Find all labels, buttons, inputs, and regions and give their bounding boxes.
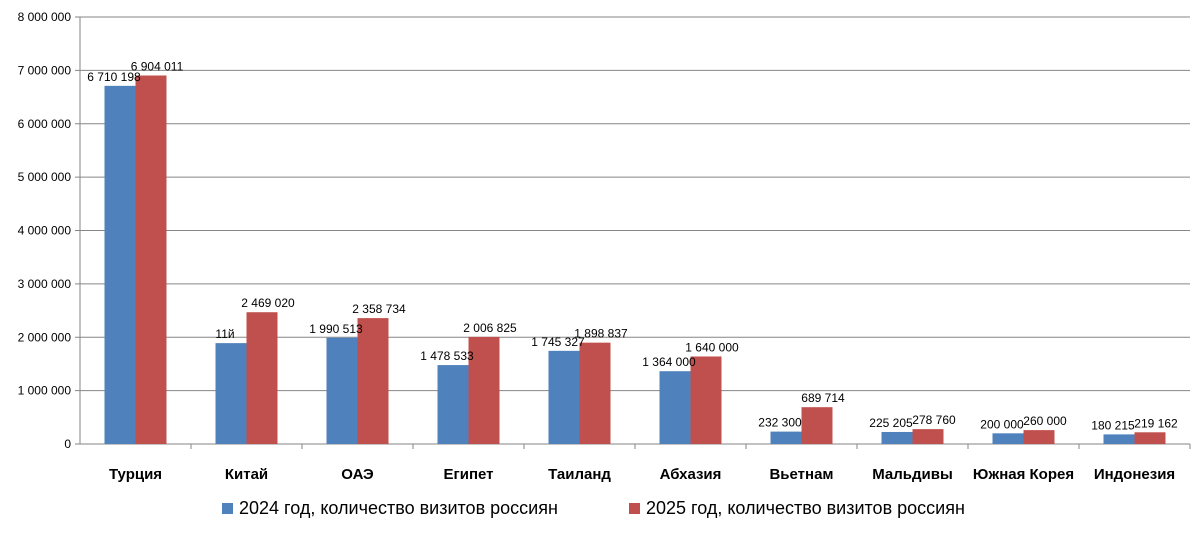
bar-2025 — [1134, 432, 1166, 444]
bar-2024 — [659, 371, 691, 444]
data-label: 1 898 837 — [574, 327, 628, 341]
y-tick-label: 6 000 000 — [18, 117, 72, 131]
data-label: 225 205 — [869, 416, 913, 430]
y-tick-label: 1 000 000 — [18, 384, 72, 398]
bar-2024 — [437, 365, 469, 444]
bar-2025 — [1023, 430, 1055, 444]
data-label: 1 364 000 — [642, 355, 696, 369]
data-label: 1 990 513 — [309, 322, 363, 336]
bar-2024 — [326, 337, 358, 444]
bar-2025 — [135, 75, 167, 444]
data-label: 689 714 — [801, 391, 845, 405]
data-label: 1 478 533 — [420, 349, 474, 363]
bar-2025 — [690, 356, 722, 444]
data-label: 2 006 825 — [463, 321, 517, 335]
bar-2024 — [548, 350, 580, 444]
x-tick-label: Китай — [225, 466, 268, 483]
data-label: 278 760 — [912, 413, 956, 427]
data-label: 232 300 — [758, 416, 802, 430]
x-tick-label: Индонезия — [1094, 466, 1175, 483]
x-tick-label: Мальдивы — [872, 466, 953, 483]
x-tick-label: Турция — [109, 466, 162, 483]
legend-swatch — [222, 503, 233, 514]
bar-2024 — [1103, 434, 1135, 444]
y-tick-label: 3 000 000 — [18, 277, 72, 291]
y-tick-label: 2 000 000 — [18, 330, 72, 344]
bar-2024 — [770, 431, 802, 444]
legend-label: 2025 год, количество визитов россиян — [646, 498, 965, 518]
y-tick-label: 5 000 000 — [18, 170, 72, 184]
x-tick-label: Южная Корея — [973, 466, 1074, 483]
bar-2025 — [579, 342, 611, 444]
x-tick-label: Таиланд — [548, 466, 611, 483]
bar-2024 — [992, 433, 1024, 444]
data-label: 2 469 020 — [241, 296, 295, 310]
legend: 2024 год, количество визитов россиян 2025… — [222, 498, 965, 518]
x-tick-label: Вьетнам — [769, 466, 833, 483]
legend-label: 2024 год, количество визитов россиян — [239, 498, 558, 518]
data-label: 1 640 000 — [685, 340, 739, 354]
data-label: 6 710 198 — [87, 70, 141, 84]
bar-2025 — [357, 318, 389, 444]
bar-2025 — [801, 407, 833, 444]
legend-swatch — [629, 503, 640, 514]
data-label: 2 358 734 — [352, 302, 406, 316]
y-tick-label: 8 000 000 — [18, 10, 72, 24]
data-label: 1 745 327 — [531, 335, 585, 349]
data-label: 200 000 — [980, 417, 1024, 431]
data-label: 11й — [215, 327, 234, 341]
y-tick-label: 0 — [64, 437, 71, 451]
axes: 0 1 000 000 2 000 000 3 000 000 4 000 000 5 0… — [18, 10, 1191, 483]
bar-2024 — [215, 343, 247, 444]
data-label: 6 904 011 — [131, 59, 184, 73]
x-tick-label: Абхазия — [660, 466, 722, 483]
bar-2025 — [246, 312, 278, 444]
x-tick-label: ОАЭ — [341, 466, 374, 483]
data-label: 180 215 — [1091, 418, 1135, 432]
data-label: 260 000 — [1023, 414, 1067, 428]
y-tick-label: 7 000 000 — [18, 63, 72, 77]
y-tick-label: 4 000 000 — [18, 224, 72, 238]
bar-2024 — [881, 431, 913, 444]
bars — [104, 75, 1166, 444]
x-tick-label: Египет — [443, 466, 493, 483]
data-label: 219 162 — [1134, 416, 1178, 430]
bar-2025 — [912, 429, 944, 444]
bar-2025 — [468, 336, 500, 444]
bar-2024 — [104, 85, 136, 444]
